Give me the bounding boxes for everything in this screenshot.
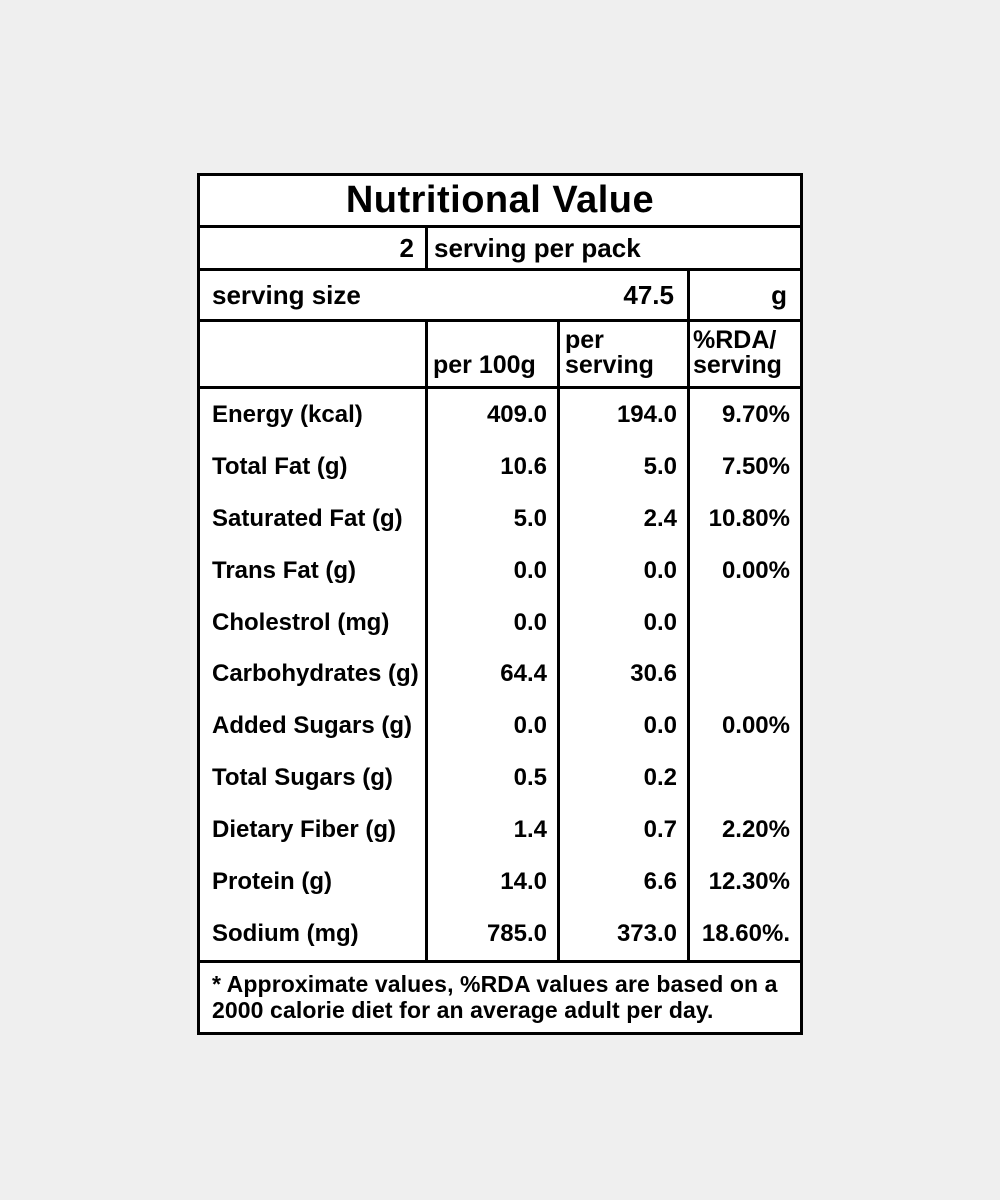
servings-per-pack-label: serving per pack — [434, 232, 641, 263]
value-per-serving: 0.0 — [560, 700, 690, 753]
row-label: Dietary Fiber (g) — [200, 804, 428, 857]
table-row-dietary-fiber: Dietary Fiber (g) 1.4 0.7 2.20% — [200, 804, 800, 857]
header-per-serving-line1: per — [565, 326, 604, 354]
title-row: Nutritional Value — [200, 176, 800, 228]
value-rda: 0.00% — [721, 712, 790, 740]
page-title: Nutritional Value — [345, 179, 655, 221]
header-per-100g-label: per 100g — [433, 351, 536, 379]
servings-count: 2 — [200, 228, 428, 268]
value-rda: 2.20% — [721, 816, 790, 844]
value-per-100g: 14.0 — [428, 856, 560, 909]
serving-size-value: 47.5 — [623, 279, 674, 310]
row-label: Total Sugars (g) — [200, 752, 428, 805]
value-per-100g: 5.0 — [428, 492, 560, 545]
value-per-100g: 0.0 — [428, 700, 560, 753]
servings-per-pack-row: 2 serving per pack — [200, 228, 800, 271]
value-per-serving: 2.4 — [560, 492, 690, 545]
table-row-sodium: Sodium (mg) 785.0 373.0 18.60%. — [200, 908, 800, 960]
nutrition-label-table: Nutritional Value 2 serving per pack ser… — [197, 173, 803, 1035]
footnote-line2: 2000 calorie diet for an average adult p… — [212, 997, 714, 1023]
value-rda: 0.00% — [721, 556, 790, 584]
table-row-saturated-fat: Saturated Fat (g) 5.0 2.4 10.80% — [200, 492, 800, 545]
value-rda — [690, 649, 800, 701]
value-rda — [690, 752, 800, 804]
value-rda: 12.30% — [708, 868, 790, 896]
table-row-cholestrol: Cholestrol (mg) 0.0 0.0 — [200, 596, 800, 649]
header-per-100g: per 100g — [428, 322, 560, 386]
header-rda-line1: %RDA/ — [693, 326, 777, 354]
value-rda: 10.80% — [708, 504, 790, 532]
row-label: Saturated Fat (g) — [200, 492, 428, 545]
header-rda-line2: serving — [693, 351, 782, 379]
value-per-100g: 64.4 — [428, 648, 560, 701]
value-per-serving: 373.0 — [560, 908, 690, 960]
value-per-serving: 0.0 — [560, 596, 690, 649]
value-per-serving: 5.0 — [560, 440, 690, 493]
value-per-100g: 409.0 — [428, 389, 560, 441]
value-rda — [690, 597, 800, 649]
value-per-100g: 10.6 — [428, 440, 560, 493]
header-per-serving-line2: serving — [565, 351, 654, 379]
header-per-serving: per serving — [560, 322, 690, 386]
nutrient-rows: Energy (kcal) 409.0 194.0 9.70% Total Fa… — [200, 389, 800, 963]
serving-size-row: serving size 47.5 g — [200, 271, 800, 322]
table-row-trans-fat: Trans Fat (g) 0.0 0.0 0.00% — [200, 544, 800, 597]
row-label: Carbohydrates (g) — [200, 648, 428, 701]
value-per-100g: 0.0 — [428, 596, 560, 649]
row-label: Total Fat (g) — [200, 440, 428, 493]
footnote: * Approximate values, %RDA values are ba… — [200, 963, 800, 1032]
value-per-100g: 0.0 — [428, 544, 560, 597]
header-empty-cell — [200, 322, 428, 386]
serving-size-unit: g — [771, 279, 787, 310]
value-per-100g: 785.0 — [428, 908, 560, 960]
value-per-serving: 0.0 — [560, 544, 690, 597]
footnote-line1: * Approximate values, %RDA values are ba… — [212, 971, 778, 997]
row-label: Sodium (mg) — [200, 908, 428, 960]
value-rda: 7.50% — [721, 452, 790, 480]
value-per-serving: 6.6 — [560, 856, 690, 909]
column-header-row: per 100g per serving %RDA/ serving — [200, 322, 800, 389]
value-rda: 18.60%. — [701, 920, 790, 948]
header-rda-serving: %RDA/ serving — [690, 322, 800, 386]
row-label: Energy (kcal) — [200, 389, 428, 441]
table-row-carbohydrates: Carbohydrates (g) 64.4 30.6 — [200, 648, 800, 701]
table-row-total-sugars: Total Sugars (g) 0.5 0.2 — [200, 752, 800, 805]
table-row-protein: Protein (g) 14.0 6.6 12.30% — [200, 856, 800, 909]
row-label: Cholestrol (mg) — [200, 596, 428, 649]
row-label: Added Sugars (g) — [200, 700, 428, 753]
value-per-100g: 1.4 — [428, 804, 560, 857]
value-per-100g: 0.5 — [428, 752, 560, 805]
row-label: Trans Fat (g) — [200, 544, 428, 597]
table-row-total-fat: Total Fat (g) 10.6 5.0 7.50% — [200, 440, 800, 493]
value-rda: 9.70% — [721, 400, 790, 428]
value-per-serving: 30.6 — [560, 648, 690, 701]
value-per-serving: 0.2 — [560, 752, 690, 805]
value-per-serving: 194.0 — [560, 389, 690, 441]
value-per-serving: 0.7 — [560, 804, 690, 857]
serving-size-cell: serving size 47.5 — [200, 271, 690, 319]
row-label: Protein (g) — [200, 856, 428, 909]
table-row-added-sugars: Added Sugars (g) 0.0 0.0 0.00% — [200, 700, 800, 753]
table-row-energy: Energy (kcal) 409.0 194.0 9.70% — [200, 389, 800, 441]
serving-size-label: serving size — [212, 279, 361, 310]
